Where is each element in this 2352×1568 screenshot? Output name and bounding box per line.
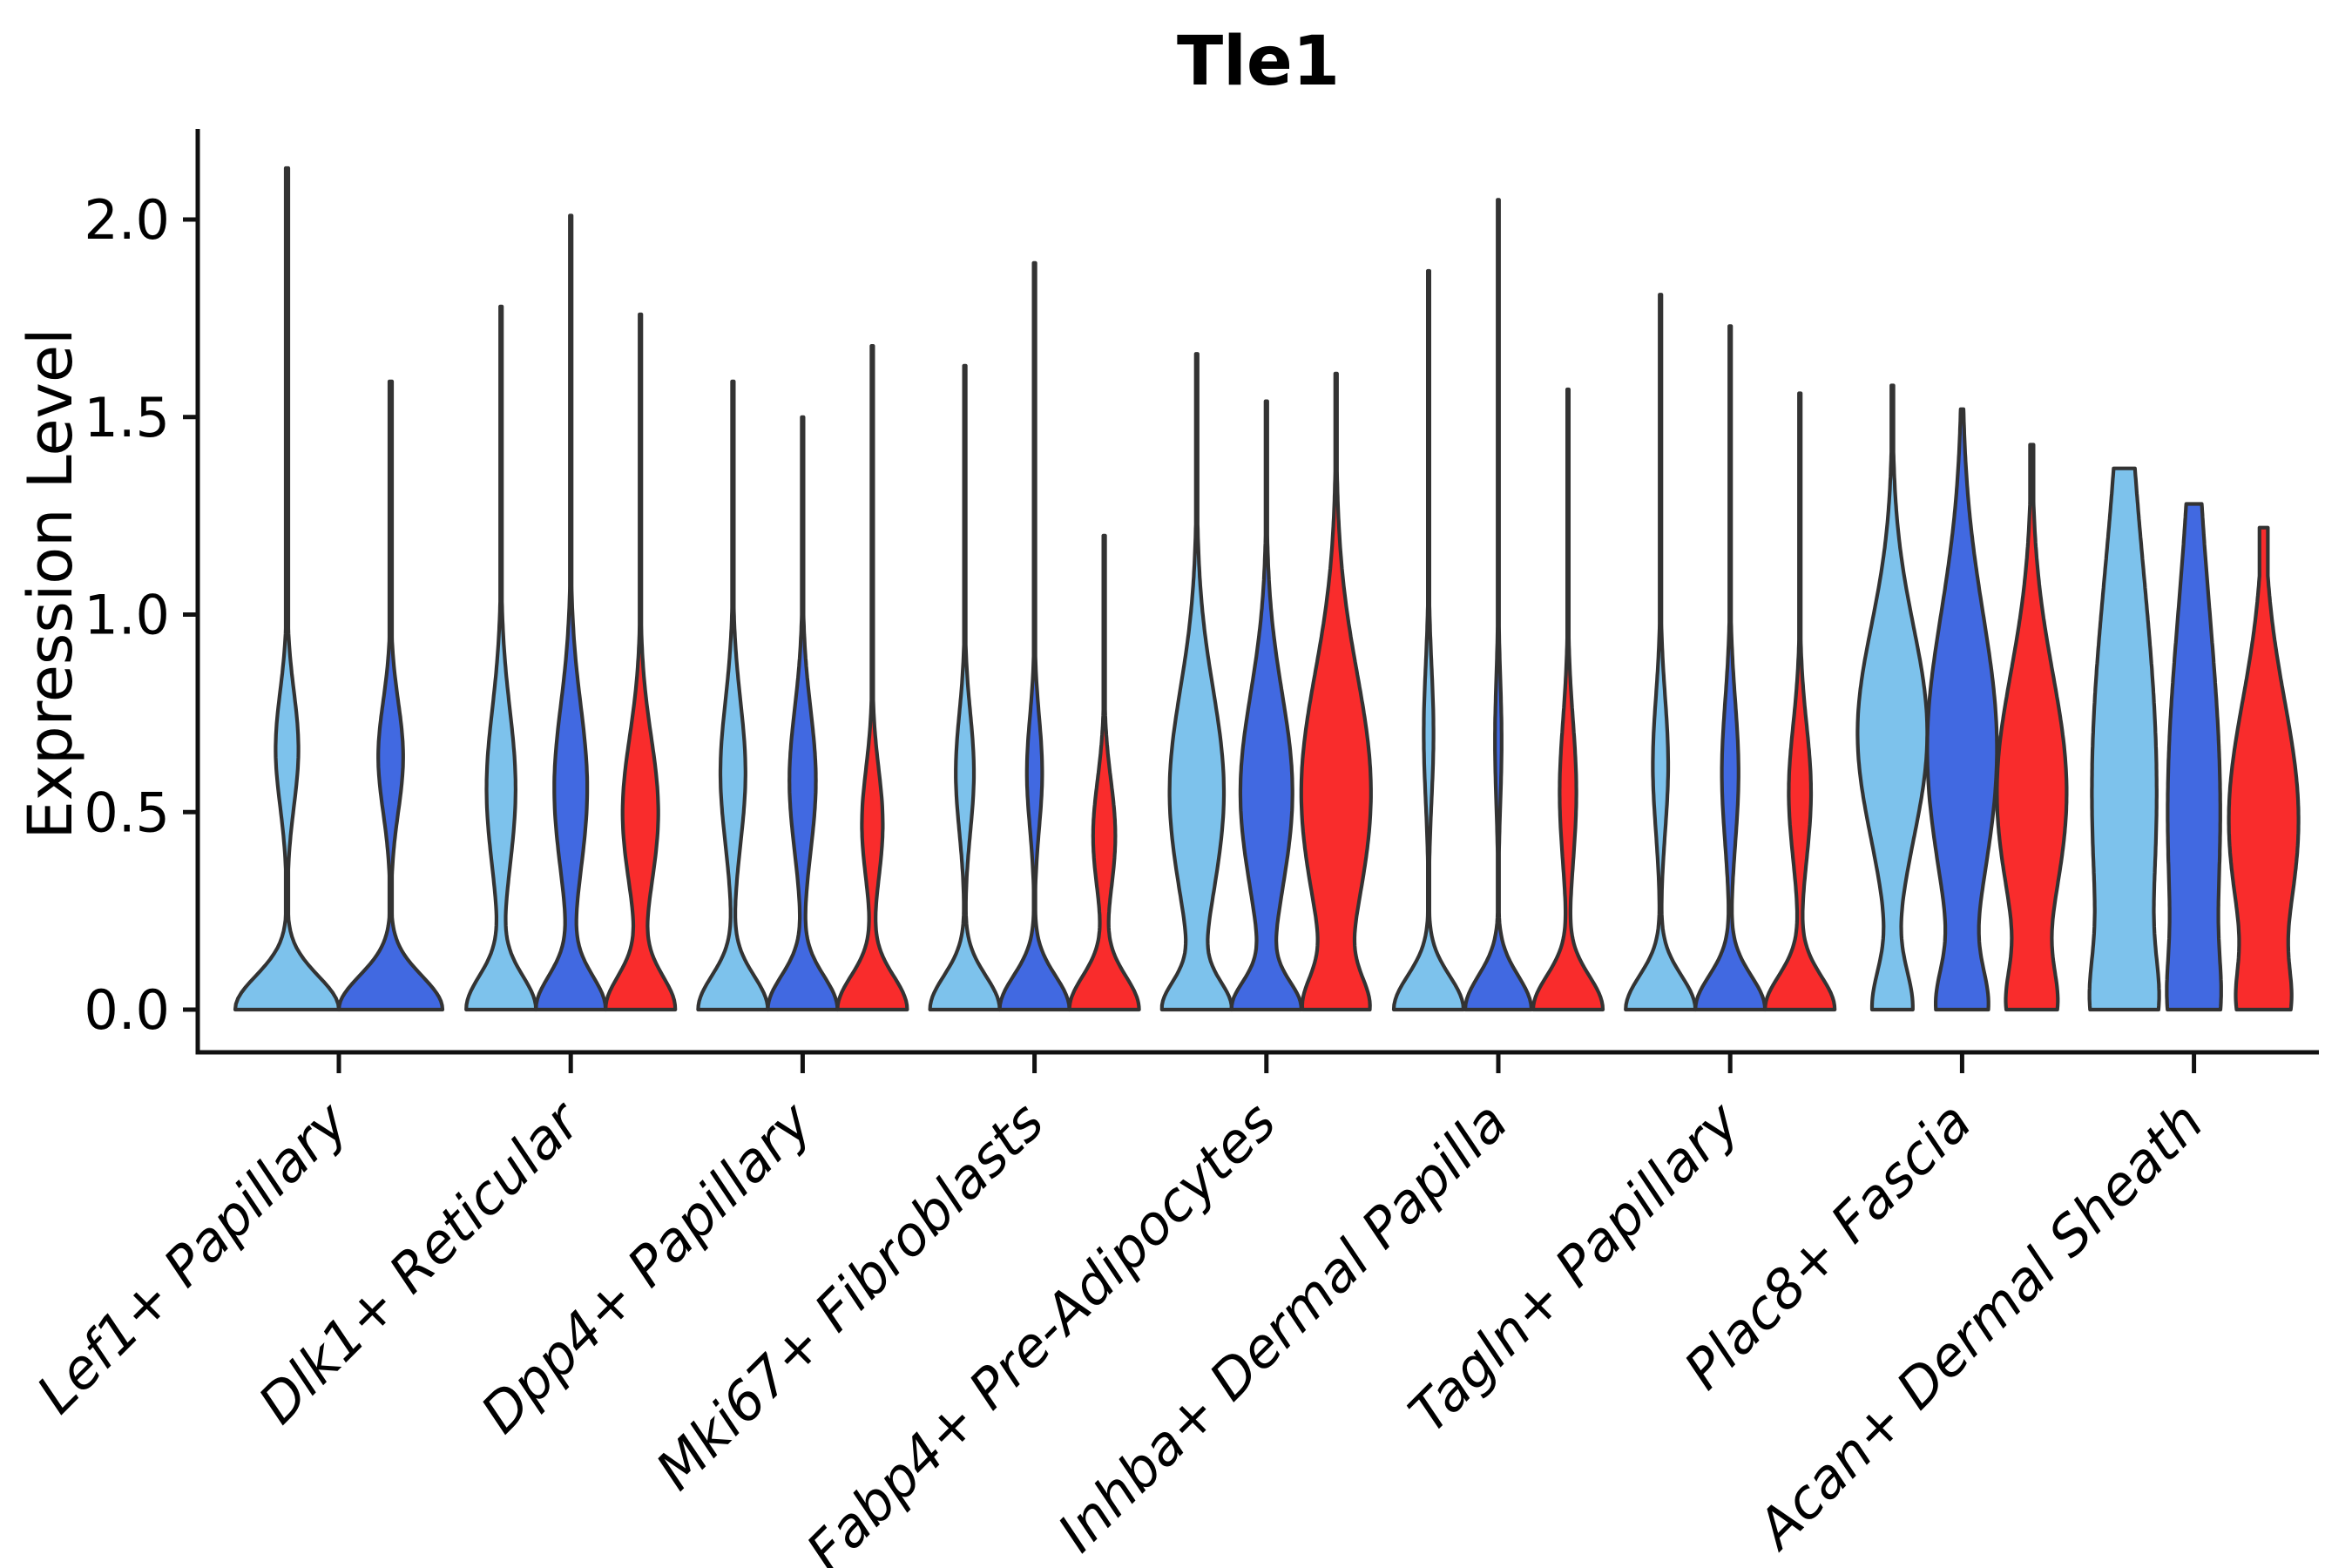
- violin-2-series1: [766, 415, 840, 1012]
- x-tick-label: Acan+ Dermal Sheath: [1742, 1090, 2215, 1563]
- violin-0-series0: [233, 166, 341, 1012]
- violin-2-series0: [696, 379, 770, 1012]
- violin-4-series1: [1229, 399, 1303, 1012]
- violin-8-series0: [2087, 466, 2161, 1012]
- violin-5-series0: [1391, 268, 1466, 1012]
- violin-3-series1: [997, 260, 1071, 1012]
- violin-5-series1: [1463, 198, 1534, 1012]
- violin-0-series1: [336, 379, 445, 1012]
- violin-1-series1: [534, 213, 608, 1012]
- violin-8-series2: [2227, 525, 2301, 1012]
- plot-title: Tle1: [1176, 23, 1341, 101]
- violin-6-series0: [1624, 293, 1698, 1012]
- violin-6-series2: [1763, 391, 1837, 1012]
- x-tick-label: Mki67+ Fibroblasts: [644, 1090, 1056, 1502]
- violin-7-series0: [1855, 383, 1930, 1012]
- violin-1-series2: [604, 312, 678, 1012]
- y-tick-label: 1.0: [84, 584, 170, 647]
- violin-2-series2: [835, 344, 909, 1012]
- y-tick-label: 1.5: [84, 386, 170, 449]
- violin-7-series2: [1995, 443, 2069, 1012]
- x-tick-label: Inhba+ Dermal Papilla: [1045, 1090, 1519, 1564]
- violin-1-series0: [464, 304, 538, 1012]
- y-tick-label: 2.0: [84, 188, 170, 252]
- violin-3-series0: [928, 363, 1002, 1012]
- violin-3-series2: [1067, 533, 1141, 1012]
- violin-6-series1: [1693, 324, 1767, 1012]
- violin-4-series0: [1159, 352, 1233, 1012]
- violin-5-series2: [1531, 387, 1605, 1012]
- violin-4-series2: [1299, 371, 1373, 1012]
- violin-7-series1: [1925, 407, 1999, 1012]
- x-tick-label: Fabp4+ Pre-Adipocytes: [794, 1090, 1288, 1568]
- violin-8-series1: [2165, 502, 2223, 1012]
- y-tick-label: 0.0: [84, 978, 170, 1042]
- y-tick-label: 0.5: [84, 781, 170, 844]
